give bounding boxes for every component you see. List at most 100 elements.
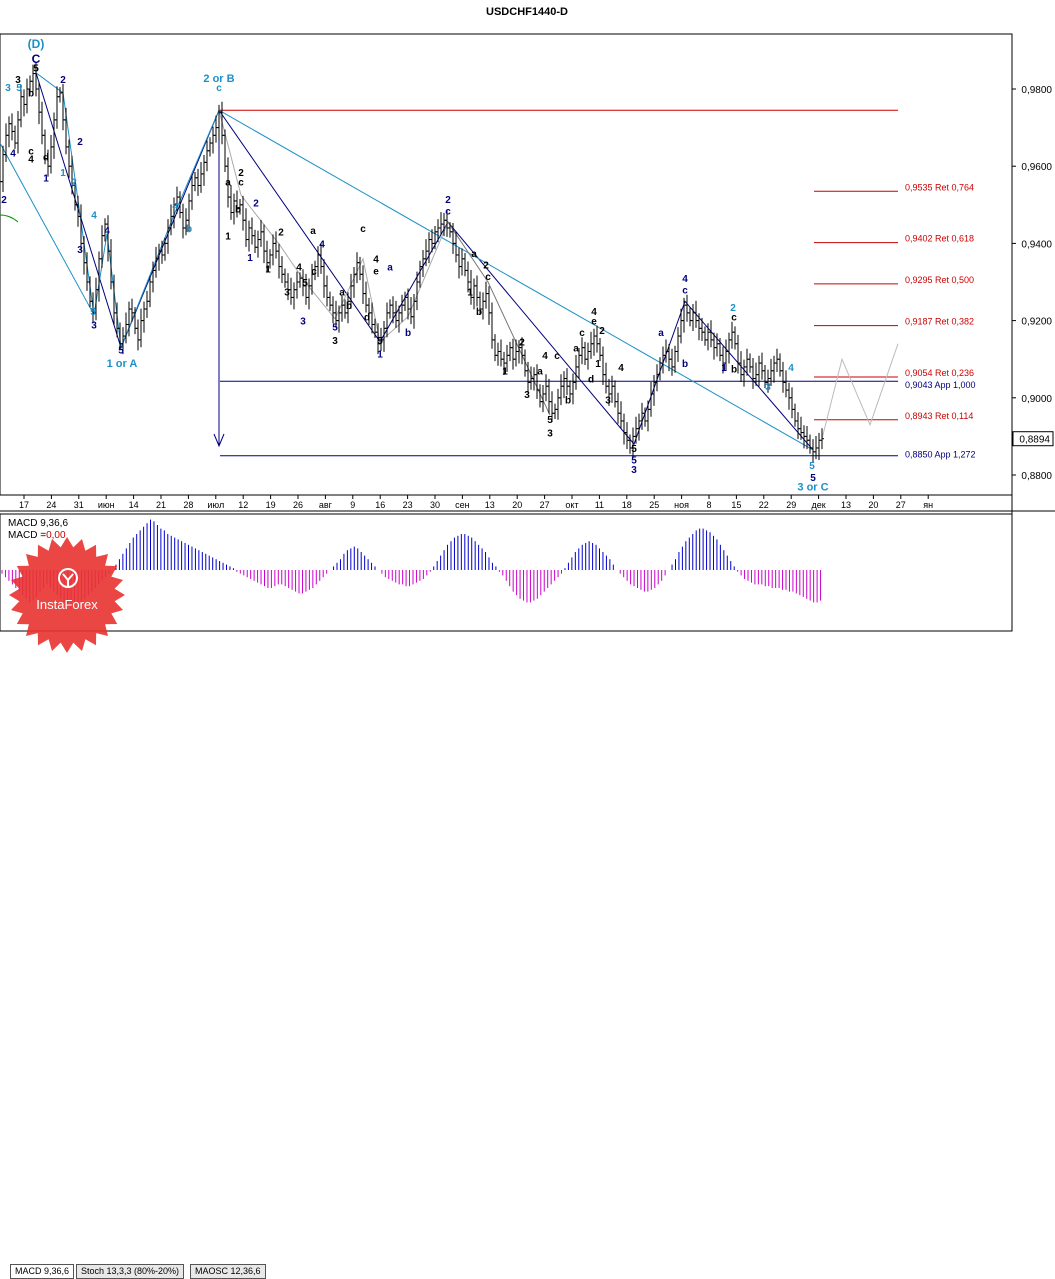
wave-label: 4 [10,149,16,160]
wave-label: c [311,266,317,277]
wave-label: d [588,374,594,385]
wave-label: a [471,249,477,260]
wave-label: d [43,152,49,163]
time-tick-label: 11 [595,500,604,510]
wave-label: 5 [547,415,553,426]
time-tick-label: 9 [350,500,355,510]
time-tick-label: окт [565,500,578,510]
price-pane-frame [0,33,1013,496]
wave-label: 1 [595,359,601,370]
wave-label: b [28,89,34,100]
time-tick-label: 27 [540,500,550,510]
time-tick-label: 13 [485,500,495,510]
current-price-label: 0,8894 [1019,435,1050,446]
time-tick-label: 8 [706,500,711,510]
wave-label: 3 [300,316,306,327]
time-tick-label: 14 [129,500,139,510]
tab-macd[interactable]: MACD 9,36,6 [10,1264,75,1279]
tab-maosc[interactable]: MAOSC 12,36,6 [190,1264,266,1279]
logo-emblem [58,568,78,588]
wave-label: 3 [631,465,637,476]
time-tick-label: 12 [238,500,248,510]
wave-label: a [387,262,393,273]
wave-label: (D) [28,37,45,51]
time-tick-label: июн [98,500,115,510]
wave-label: 1 [43,174,49,185]
logo-text: InstaForex [36,597,98,612]
wave-label: 1 [225,232,231,243]
wave-label: 3 [547,428,553,439]
wave-label: 3 [5,83,11,94]
wave-label: 5 [631,455,637,466]
wave-label: 4 [682,274,688,285]
wave-label: 1 or A [107,358,138,370]
tab-stoch[interactable]: Stoch 13,3,3 (80%-20%) [76,1264,185,1279]
secondary-wave-line [0,142,95,316]
wave-label: 5 [377,336,383,347]
logo-emblem-mark [62,573,74,586]
wave-label: 2 [238,168,244,179]
wave-label: 5 [809,461,815,472]
fib-level-label: 0,9043 App 1,000 [905,380,976,390]
wave-label: 2 [730,303,736,314]
indicator-tab-bar: MACD 9,36,6 Stoch 13,3,3 (80%-20%) MAOSC… [0,631,1055,1279]
fib-level-label: 0,9187 Ret 0,382 [905,317,974,327]
wave-label: 4 [104,226,110,237]
wave-label: a [225,178,231,189]
time-tick-label: 13 [841,500,851,510]
wave-label: c [28,147,34,158]
wave-label: d [364,313,370,324]
time-tick-label: 18 [622,500,632,510]
wave-label: 5 [810,473,816,484]
wave-label: c [579,328,585,339]
wave-label: 5 [631,444,637,455]
macd-value: 0,00 [46,530,66,541]
time-tick-label: сен [455,500,470,510]
fib-level-label: 0,9054 Ret 0,236 [905,368,974,378]
wave-label: c [360,224,366,235]
wave-label: 4 [618,363,624,374]
wave-label: 3 [91,320,97,331]
price-tick-label: 0,9400 [1021,239,1052,250]
time-tick-label: июл [207,500,224,510]
price-tick-label: 0,9800 [1021,85,1052,96]
wave-label: 2 or B [203,73,234,85]
macd-value-prefix: MACD = [8,530,46,541]
time-tick-label: дек [811,500,825,510]
time-tick-label: авг [319,500,333,510]
fib-level-label: 0,9295 Ret 0,500 [905,275,974,285]
wave-label: b [731,365,737,376]
time-tick-label: 26 [293,500,303,510]
time-tick-label: 22 [759,500,769,510]
wave-label: C [32,52,41,66]
fib-level-label: 0,9402 Ret 0,618 [905,234,974,244]
wave-label: e [591,316,597,327]
wave-label: 4 [373,255,379,266]
wave-label: a [339,288,345,299]
time-tick-label: 28 [183,500,193,510]
price-axis: 0,9800 0,9600 0,9400 0,9200 0,9000 0,8800 0,88… [1012,85,1054,482]
time-tick-label: 16 [375,500,385,510]
wave-label: 2 [1,195,7,206]
wave-label: c [216,83,222,94]
wave-label: 4 [319,239,325,250]
wave-label: 2 [253,199,259,210]
wave-label: 1 [502,367,508,378]
time-axis: 17 24 31 июн 14 21 28 июл 12 19 26 авг 9 16 23 30 сен 13 2… [19,495,933,510]
current-price-box [1012,431,1054,447]
wave-label: b [682,359,688,370]
wave-label: b [346,301,352,312]
price-tick-label: 0,8800 [1021,471,1052,482]
time-tick-label: 21 [156,500,166,510]
instaforex-logo: InstaForex [9,537,125,653]
wave-label: 3 or C [797,481,828,493]
macd-labels: MACD 9,36,6 MACD =0,00 [8,518,68,541]
projection-arrowhead [213,433,225,448]
wave-label: a [573,343,579,354]
wave-label: 4 [91,210,97,221]
wave-label: 2 [77,137,83,148]
time-tick-label: 24 [46,500,56,510]
price-tick-label: 0,9000 [1021,394,1052,405]
wave-label: 3 [524,390,530,401]
